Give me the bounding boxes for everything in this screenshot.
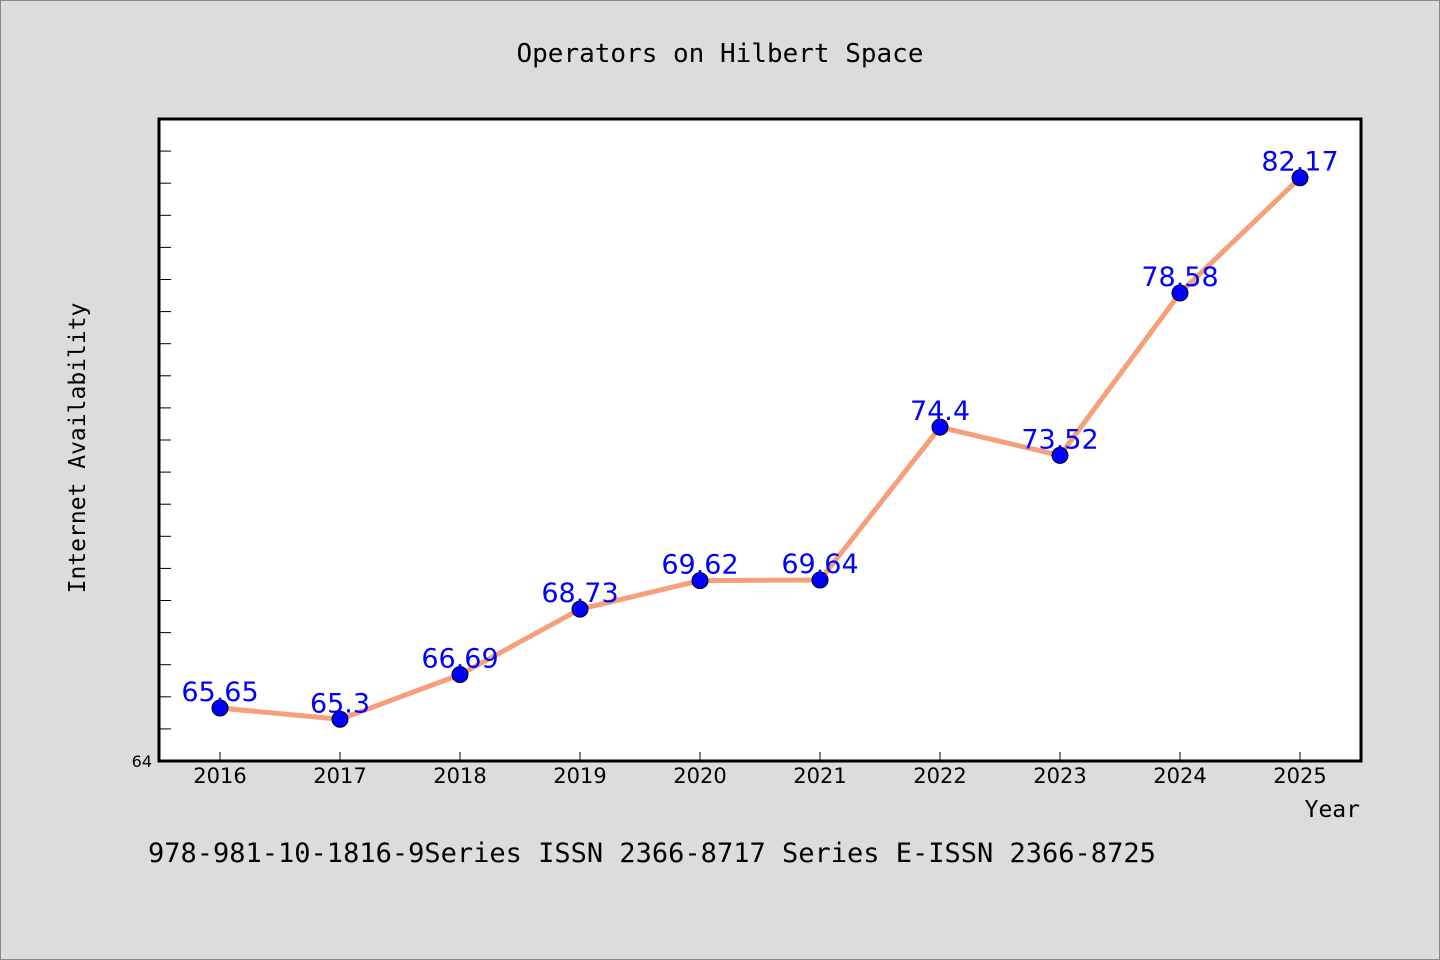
data-label-2020: 69.62 bbox=[661, 550, 738, 581]
x-axis-label: Year bbox=[1305, 797, 1360, 823]
series-markers bbox=[211, 169, 1309, 728]
data-labels: 65.65 65.3 66.69 68.73 69.62 69.64 74.4 73.52 78… bbox=[181, 147, 1338, 720]
marker-2017 bbox=[331, 710, 349, 728]
x-axis-tick-labels: 2016 2017 2018 2019 2020 2021 2022 2023 2024 2025 bbox=[193, 764, 1326, 788]
x-tick-label-2019: 2019 bbox=[553, 764, 606, 788]
marker-2019 bbox=[571, 600, 589, 618]
data-label-2025: 82.17 bbox=[1261, 147, 1338, 178]
data-label-2017: 65.3 bbox=[310, 688, 370, 719]
y-axis-ticks bbox=[159, 118, 171, 762]
data-label-2016: 65.65 bbox=[181, 677, 258, 708]
x-tick-label-2025: 2025 bbox=[1273, 764, 1326, 788]
marker-2016 bbox=[211, 699, 229, 717]
data-label-2021: 69.64 bbox=[781, 549, 858, 580]
x-tick-label-2016: 2016 bbox=[193, 764, 246, 788]
marker-2024 bbox=[1171, 284, 1189, 302]
x-tick-label-2021: 2021 bbox=[793, 764, 846, 788]
marker-2021 bbox=[811, 571, 829, 589]
plot-frame bbox=[157, 117, 1363, 763]
data-label-2022: 74.4 bbox=[910, 396, 970, 427]
marker-2020 bbox=[691, 572, 709, 590]
x-tick-label-2018: 2018 bbox=[433, 764, 486, 788]
x-tick-label-2024: 2024 bbox=[1153, 764, 1206, 788]
marker-2022 bbox=[931, 418, 949, 436]
data-label-2018: 66.69 bbox=[421, 644, 498, 675]
x-tick-label-2020: 2020 bbox=[673, 764, 726, 788]
footer-text: 978-981-10-1816-9Series ISSN 2366-8717 S… bbox=[148, 838, 1156, 869]
series-line bbox=[217, 175, 1303, 722]
y-axis-label: Internet Availability bbox=[65, 303, 91, 594]
data-label-2024: 78.58 bbox=[1141, 262, 1218, 293]
chart-title: Operators on Hilbert Space bbox=[517, 39, 924, 69]
data-label-2019: 68.73 bbox=[541, 578, 618, 609]
x-tick-label-2017: 2017 bbox=[313, 764, 366, 788]
x-tick-label-2023: 2023 bbox=[1033, 764, 1086, 788]
plot-area bbox=[159, 119, 1361, 761]
y-tick-label-64: 64 bbox=[132, 752, 152, 771]
marker-2018 bbox=[451, 666, 469, 684]
x-tick-label-2022: 2022 bbox=[913, 764, 966, 788]
data-label-2023: 73.52 bbox=[1021, 424, 1098, 455]
marker-2025 bbox=[1291, 169, 1309, 187]
marker-2023 bbox=[1051, 446, 1069, 464]
